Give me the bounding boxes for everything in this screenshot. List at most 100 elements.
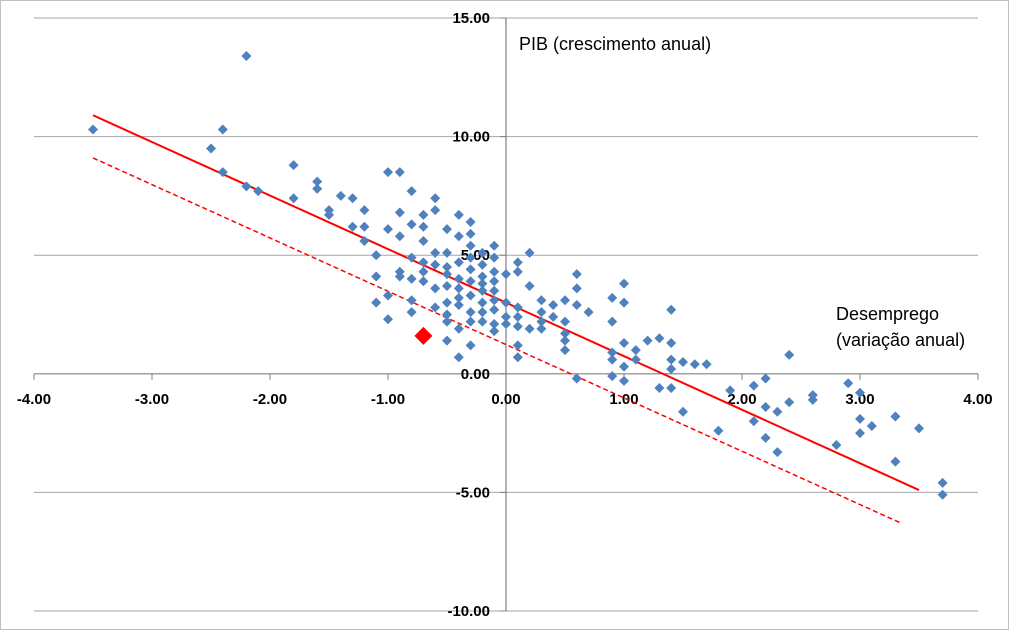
y-tick-label: 0.00 — [461, 366, 490, 383]
data-point — [713, 425, 724, 436]
y-tick-label: -10.00 — [447, 603, 490, 620]
data-point — [512, 257, 523, 268]
data-point — [453, 209, 464, 220]
data-point — [701, 359, 712, 370]
data-point — [217, 167, 228, 178]
data-point — [430, 302, 441, 313]
data-point — [772, 406, 783, 417]
data-point — [430, 283, 441, 294]
data-point — [536, 295, 547, 306]
data-point — [630, 354, 641, 365]
data-point — [855, 387, 865, 398]
data-point — [666, 337, 677, 348]
data-point — [430, 205, 441, 216]
data-point — [489, 318, 500, 329]
data-point — [560, 328, 570, 339]
data-point — [937, 489, 948, 500]
highlight-layer — [414, 326, 433, 345]
data-point — [383, 224, 393, 235]
data-point — [501, 297, 511, 308]
data-point — [807, 394, 818, 405]
data-point — [772, 447, 783, 458]
data-point — [607, 316, 618, 327]
data-point — [607, 371, 618, 382]
data-point — [288, 193, 299, 204]
data-point — [406, 307, 417, 318]
x-tick-label: 2.00 — [727, 391, 756, 408]
data-point — [324, 209, 334, 220]
data-point — [418, 257, 429, 268]
data-point — [430, 259, 441, 270]
data-point — [442, 281, 452, 292]
data-point — [312, 183, 323, 194]
x-tick-label: -4.00 — [17, 391, 51, 408]
data-point — [560, 335, 570, 346]
data-point — [489, 240, 500, 251]
data-point — [512, 340, 523, 351]
data-point — [501, 269, 511, 280]
data-point — [560, 295, 570, 306]
data-point — [512, 311, 523, 322]
data-point — [784, 397, 795, 408]
data-point — [855, 413, 865, 424]
data-point — [489, 295, 500, 306]
data-point — [465, 228, 476, 239]
data-point — [524, 247, 535, 258]
data-point — [394, 271, 405, 282]
data-point — [371, 271, 382, 282]
data-point — [571, 300, 582, 311]
data-point — [524, 281, 535, 292]
data-point — [748, 416, 759, 427]
data-point — [571, 269, 582, 280]
data-point — [489, 276, 500, 287]
data-point — [418, 235, 429, 246]
y-tick-label: -5.00 — [456, 484, 490, 501]
data-point — [394, 231, 405, 242]
data-point — [453, 231, 464, 242]
x-tick-label: 1.00 — [609, 391, 638, 408]
shifted-regression-line — [92, 157, 902, 524]
x-tick-label: 3.00 — [845, 391, 874, 408]
data-point — [453, 300, 464, 311]
data-point — [442, 335, 452, 346]
data-point — [512, 352, 523, 363]
data-point — [465, 290, 476, 301]
data-point — [760, 373, 771, 384]
data-point — [442, 269, 452, 280]
data-point — [442, 316, 452, 327]
data-point — [477, 259, 488, 270]
data-point — [937, 477, 948, 488]
data-point — [914, 423, 924, 434]
data-point — [359, 205, 370, 216]
data-point — [619, 297, 629, 308]
data-point — [748, 380, 759, 391]
data-point — [843, 378, 854, 389]
data-point — [418, 221, 429, 232]
data-point — [512, 302, 523, 313]
data-point — [619, 278, 629, 289]
x-tick-label: -2.00 — [253, 391, 287, 408]
data-point — [406, 273, 417, 284]
data-point — [689, 359, 700, 370]
data-point — [217, 124, 228, 135]
data-point — [501, 311, 511, 322]
data-point — [607, 354, 618, 365]
data-point — [642, 335, 653, 346]
data-point — [383, 167, 393, 178]
data-point — [465, 316, 476, 327]
data-point — [206, 143, 216, 154]
data-point — [406, 219, 417, 230]
data-point — [347, 221, 358, 232]
data-point — [465, 264, 476, 275]
data-point — [453, 257, 464, 268]
data-point — [560, 316, 570, 327]
data-point — [453, 283, 464, 294]
y-tick-label: 5.00 — [461, 247, 490, 264]
data-point — [678, 356, 688, 367]
data-point — [536, 323, 547, 334]
data-point — [465, 252, 476, 263]
data-point — [725, 385, 736, 396]
data-point — [442, 247, 452, 258]
data-point — [335, 190, 346, 201]
